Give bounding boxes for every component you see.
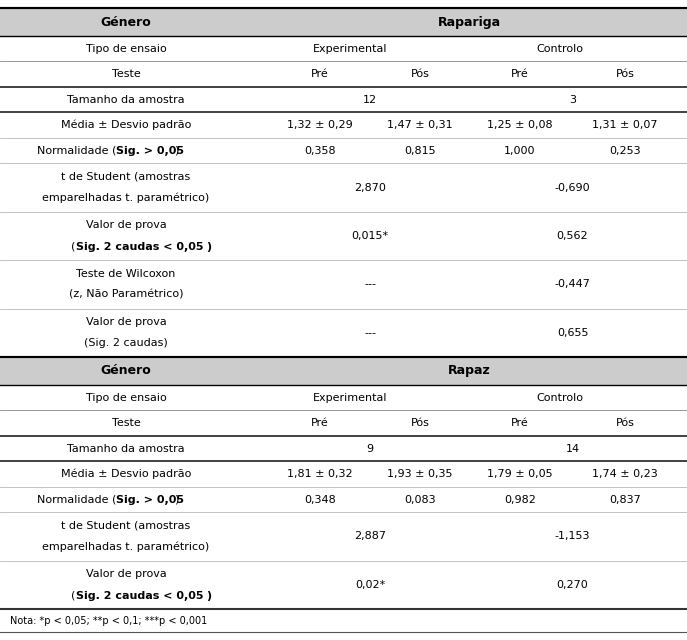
Text: Nota: *p < 0,05; **p < 0,1; ***p < 0,001: Nota: *p < 0,05; **p < 0,1; ***p < 0,001 <box>10 616 207 625</box>
Text: Teste: Teste <box>111 69 140 79</box>
Text: Rapariga: Rapariga <box>438 15 501 29</box>
Text: Tipo de ensaio: Tipo de ensaio <box>86 44 166 54</box>
Text: 1,81 ± 0,32: 1,81 ± 0,32 <box>287 469 353 479</box>
Text: (z, Não Paramétrico): (z, Não Paramétrico) <box>69 290 183 300</box>
Text: ): ) <box>206 591 211 600</box>
Text: Sig. > 0,05: Sig. > 0,05 <box>116 495 184 504</box>
Text: (: ( <box>71 241 76 252</box>
Text: Valor de prova: Valor de prova <box>86 569 166 579</box>
Text: 0,083: 0,083 <box>404 495 436 504</box>
Text: 12: 12 <box>363 95 377 105</box>
Text: ): ) <box>174 146 179 156</box>
Text: Tamanho da amostra: Tamanho da amostra <box>67 95 185 105</box>
Text: Tamanho da amostra: Tamanho da amostra <box>67 444 185 454</box>
Text: -1,153: -1,153 <box>554 531 590 541</box>
Text: 0,270: 0,270 <box>556 580 588 590</box>
Text: 1,000: 1,000 <box>504 146 536 156</box>
Bar <box>0 8 687 36</box>
Text: 0,837: 0,837 <box>609 495 641 504</box>
Text: Sig. 2 caudas < 0,05: Sig. 2 caudas < 0,05 <box>76 591 203 600</box>
Text: 1,74 ± 0,23: 1,74 ± 0,23 <box>592 469 658 479</box>
Text: Pré: Pré <box>311 69 329 79</box>
Text: Normalidade (: Normalidade ( <box>36 146 116 156</box>
Text: ---: --- <box>364 279 376 289</box>
Text: ): ) <box>174 495 179 504</box>
Text: t de Student (amostras: t de Student (amostras <box>61 521 190 531</box>
Text: Pré: Pré <box>311 418 329 428</box>
Text: t de Student (amostras: t de Student (amostras <box>61 172 190 182</box>
Text: Média ± Desvio padrão: Média ± Desvio padrão <box>61 469 191 479</box>
Text: Pós: Pós <box>616 69 634 79</box>
Text: Valor de prova: Valor de prova <box>86 317 166 327</box>
Text: Tipo de ensaio: Tipo de ensaio <box>86 393 166 403</box>
Text: 1,47 ± 0,31: 1,47 ± 0,31 <box>387 120 453 130</box>
Text: Teste: Teste <box>111 418 140 428</box>
Text: emparelhadas t. paramétrico): emparelhadas t. paramétrico) <box>43 542 210 552</box>
Text: (Sig. 2 caudas): (Sig. 2 caudas) <box>84 339 168 348</box>
Text: Experimental: Experimental <box>313 44 387 54</box>
Text: Género: Género <box>100 15 151 29</box>
Text: Controlo: Controlo <box>537 44 583 54</box>
Text: Controlo: Controlo <box>537 393 583 403</box>
Text: Experimental: Experimental <box>313 393 387 403</box>
Text: (: ( <box>71 591 76 600</box>
Text: 0,348: 0,348 <box>304 495 336 504</box>
Text: Pós: Pós <box>411 69 429 79</box>
Text: 0,815: 0,815 <box>404 146 436 156</box>
Text: Teste de Wilcoxon: Teste de Wilcoxon <box>76 269 176 278</box>
Text: 0,982: 0,982 <box>504 495 536 504</box>
Text: 0,655: 0,655 <box>556 328 588 338</box>
Text: 1,79 ± 0,05: 1,79 ± 0,05 <box>487 469 553 479</box>
Text: Género: Género <box>100 364 151 378</box>
Text: Pós: Pós <box>411 418 429 428</box>
Text: 1,32 ± 0,29: 1,32 ± 0,29 <box>287 120 353 130</box>
Text: Pós: Pós <box>616 418 634 428</box>
Text: 0,562: 0,562 <box>556 231 588 241</box>
Text: 3: 3 <box>569 95 576 105</box>
Text: 2,870: 2,870 <box>354 182 386 193</box>
Text: 1,93 ± 0,35: 1,93 ± 0,35 <box>387 469 453 479</box>
Text: 1,31 ± 0,07: 1,31 ± 0,07 <box>592 120 657 130</box>
Text: Sig. > 0,05: Sig. > 0,05 <box>116 146 184 156</box>
Text: Pré: Pré <box>511 69 529 79</box>
Text: 0,253: 0,253 <box>609 146 641 156</box>
Text: 0,358: 0,358 <box>304 146 336 156</box>
Text: 1,25 ± 0,08: 1,25 ± 0,08 <box>487 120 553 130</box>
Text: -0,447: -0,447 <box>554 279 590 289</box>
Text: Sig. 2 caudas < 0,05: Sig. 2 caudas < 0,05 <box>76 241 203 252</box>
Text: Normalidade (: Normalidade ( <box>36 495 116 504</box>
Text: -0,690: -0,690 <box>554 182 590 193</box>
Text: 2,887: 2,887 <box>354 531 386 541</box>
Text: 0,015*: 0,015* <box>352 231 389 241</box>
Text: emparelhadas t. paramétrico): emparelhadas t. paramétrico) <box>43 193 210 204</box>
Text: 14: 14 <box>565 444 580 454</box>
Text: Valor de prova: Valor de prova <box>86 220 166 230</box>
Text: Média ± Desvio padrão: Média ± Desvio padrão <box>61 120 191 131</box>
Text: Rapaz: Rapaz <box>448 364 491 378</box>
Bar <box>0 357 687 385</box>
Text: Pré: Pré <box>511 418 529 428</box>
Text: 9: 9 <box>366 444 374 454</box>
Text: 0,02*: 0,02* <box>355 580 385 590</box>
Text: ---: --- <box>364 328 376 338</box>
Text: ): ) <box>206 241 211 252</box>
